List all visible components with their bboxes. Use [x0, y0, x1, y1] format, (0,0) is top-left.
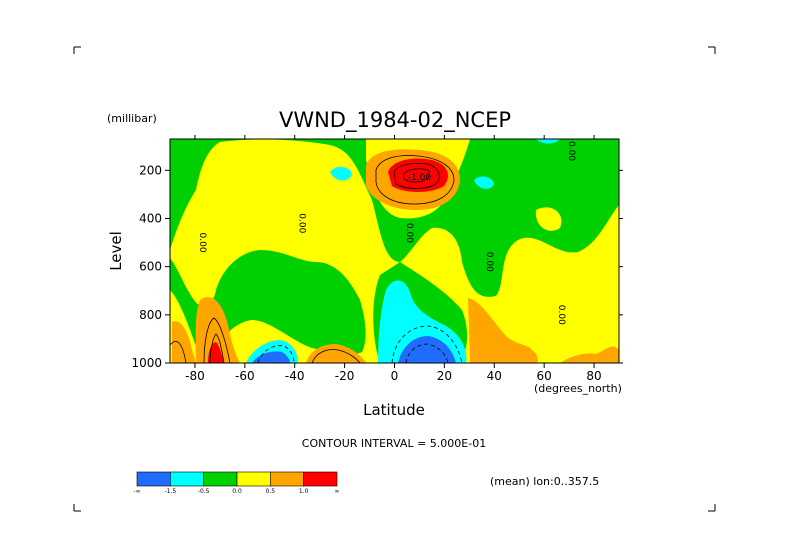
field-orange-regions [172, 149, 619, 363]
colorbar-swatch [136, 471, 171, 487]
y-tick-label: 400 [139, 211, 162, 225]
x-tick-label: -60 [235, 369, 255, 383]
x-tick-label: -40 [285, 369, 305, 383]
plot-area [170, 139, 619, 363]
colorbar-swatch [170, 471, 204, 487]
y-tick-label: 1000 [131, 356, 162, 370]
contour-label: 0.00 [566, 141, 576, 161]
contour-lines [170, 155, 463, 363]
y-axis: 200 400 600 800 1000 [131, 163, 623, 370]
colorbar-label: ∞ [335, 488, 340, 495]
colorbar-swatch [203, 471, 238, 487]
colorbar-label: 0.5 [266, 488, 276, 495]
mean-text: (mean) lon:0..357.5 [490, 475, 599, 488]
colorbar-label: -1.5 [164, 488, 176, 495]
x-tick-label: 0 [391, 369, 399, 383]
colorbar-label: -∞ [133, 488, 140, 495]
contour-label: 0.00 [484, 252, 494, 272]
x-tick-label: 40 [487, 369, 502, 383]
colorbar-label: -0.5 [198, 488, 210, 495]
contour-label: 0.00 [404, 223, 414, 243]
x-tick-label: 20 [437, 369, 452, 383]
x-tick-label: -80 [185, 369, 205, 383]
field-blue-regions [252, 336, 456, 363]
field-yellow-islands [264, 175, 562, 231]
contour-label: 0.00 [197, 233, 207, 253]
chart-title: VWND_1984-02_NCEP [279, 108, 511, 133]
contour-label: 0.00 [556, 305, 566, 325]
y-tick-label: 200 [139, 163, 162, 177]
contour-label: 0.00 [297, 213, 307, 233]
colorbar-label: 0.0 [232, 488, 242, 495]
colorbar-swatch [236, 471, 271, 487]
y-tick-label: 800 [139, 308, 162, 322]
colorbar: -∞ -1.5 -0.5 0.0 0.5 1.0 ∞ [133, 471, 340, 495]
y-units-label: (millibar) [107, 112, 157, 125]
x-axis-label: Latitude [363, 401, 425, 419]
x-tick-label: 80 [586, 369, 601, 383]
y-axis-label: Level [107, 231, 125, 271]
colorbar-swatch [270, 471, 304, 487]
x-tick-label: -20 [335, 369, 355, 383]
contour-label: -1.00 [408, 173, 432, 183]
x-units-label: (degrees_north) [534, 382, 622, 395]
x-axis: -80 -60 -40 -20 0 20 40 60 80 [185, 135, 602, 383]
crop-marks [73, 46, 716, 512]
contour-labels: 0.00 0.00 0.00 -1.00 0.00 0.00 0.00 [197, 141, 576, 325]
contour-interval-text: CONTOUR INTERVAL = 5.000E-01 [302, 437, 486, 450]
x-tick-label: 60 [537, 369, 552, 383]
colorbar-swatch [303, 471, 338, 487]
colorbar-label: 1.0 [299, 488, 309, 495]
field-red-regions [208, 158, 448, 363]
y-tick-label: 600 [139, 260, 162, 274]
